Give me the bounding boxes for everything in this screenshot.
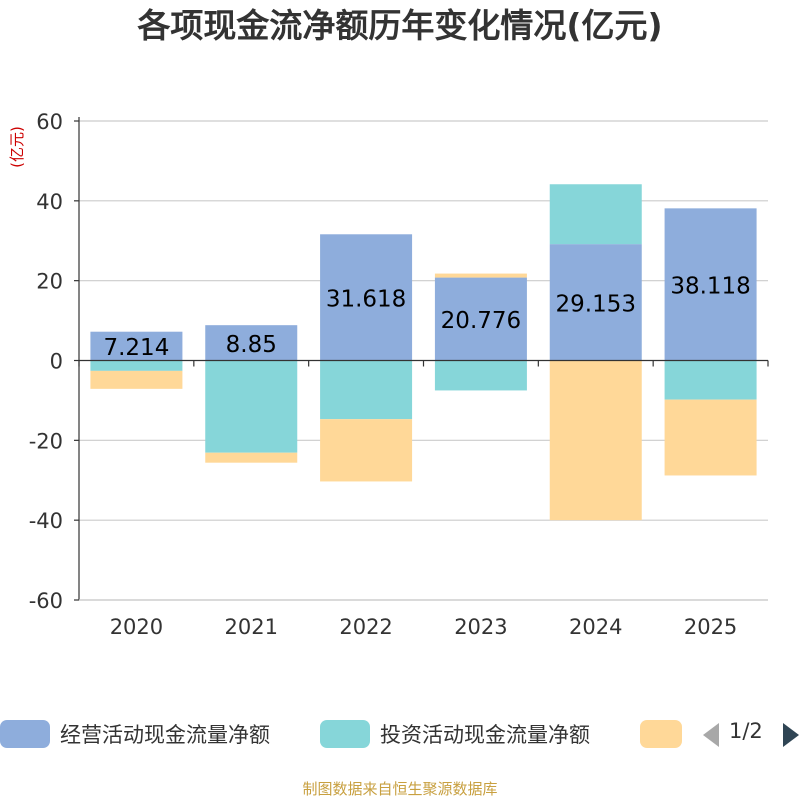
legend-swatch-investing <box>320 720 370 748</box>
y-tick-label: -60 <box>29 589 63 613</box>
axes: 60 40 20 0 -20 -40 -60 2020 2021 2022 2023 2024 2025 <box>29 110 769 639</box>
bar-series2-2022[interactable] <box>320 419 413 482</box>
y-tick-label: 40 <box>36 190 63 214</box>
y-tick-label: 60 <box>36 110 63 134</box>
bar-series0-2024[interactable] <box>549 244 642 361</box>
bar-series1-2020[interactable] <box>90 360 183 371</box>
bar-series1-2023[interactable] <box>434 360 527 391</box>
data-label: 8.85 <box>226 332 277 358</box>
legend-swatch-financing <box>640 720 682 748</box>
legend: 经营活动现金流量净额 投资活动现金流量净额 <box>0 713 800 755</box>
data-label: 38.118 <box>670 273 750 299</box>
bar-series2-2025[interactable] <box>664 399 757 476</box>
bar-series1-2022[interactable] <box>320 360 413 420</box>
data-labels: 7.214 8.85 31.618 20.776 29.153 38.118 <box>103 273 750 361</box>
bar-series1-2021[interactable] <box>205 360 298 453</box>
data-source-note: 制图数据来自恒生聚源数据库 <box>302 780 498 798</box>
data-label: 29.153 <box>556 291 636 317</box>
legend-prev-page-icon[interactable] <box>703 723 719 747</box>
y-tick-label: -20 <box>29 429 63 453</box>
legend-label-investing: 投资活动现金流量净额 <box>380 723 590 747</box>
bar-series2-2024[interactable] <box>549 360 642 521</box>
y-tick-label: 0 <box>50 350 63 374</box>
data-label: 31.618 <box>326 286 406 312</box>
bar-series2-2021[interactable] <box>205 452 298 463</box>
bar-series0-2020[interactable] <box>90 331 183 361</box>
legend-next-page-icon[interactable] <box>783 723 799 747</box>
bar-series0-2022[interactable] <box>320 234 413 361</box>
bars <box>90 184 757 521</box>
bar-series2-2023[interactable] <box>434 273 527 278</box>
y-tick-label: 20 <box>36 270 63 294</box>
bar-series0-2025[interactable] <box>664 208 757 361</box>
chart-title: 各项现金流净额历年变化情况(亿元) <box>137 6 663 45</box>
bar-series1-2024[interactable] <box>549 184 642 245</box>
x-tick-label: 2020 <box>110 615 163 639</box>
y-tick-label: -40 <box>29 509 63 533</box>
legend-swatch-operating <box>0 720 50 748</box>
x-tick-label: 2024 <box>569 615 622 639</box>
legend-page-indicator: 1/2 <box>729 719 763 743</box>
x-tick-label: 2023 <box>454 615 507 639</box>
bar-series2-2020[interactable] <box>90 370 183 389</box>
x-tick-label: 2022 <box>339 615 392 639</box>
y-axis-label: (亿元) <box>8 126 26 168</box>
bar-series1-2025[interactable] <box>664 360 757 400</box>
legend-label-operating: 经营活动现金流量净额 <box>60 723 270 747</box>
x-tick-label: 2021 <box>225 615 278 639</box>
bar-series0-2023[interactable] <box>434 277 527 361</box>
bar-series0-2021[interactable] <box>205 325 298 361</box>
data-label: 20.776 <box>441 308 521 334</box>
data-label: 7.214 <box>103 335 169 361</box>
x-tick-label: 2025 <box>684 615 737 639</box>
